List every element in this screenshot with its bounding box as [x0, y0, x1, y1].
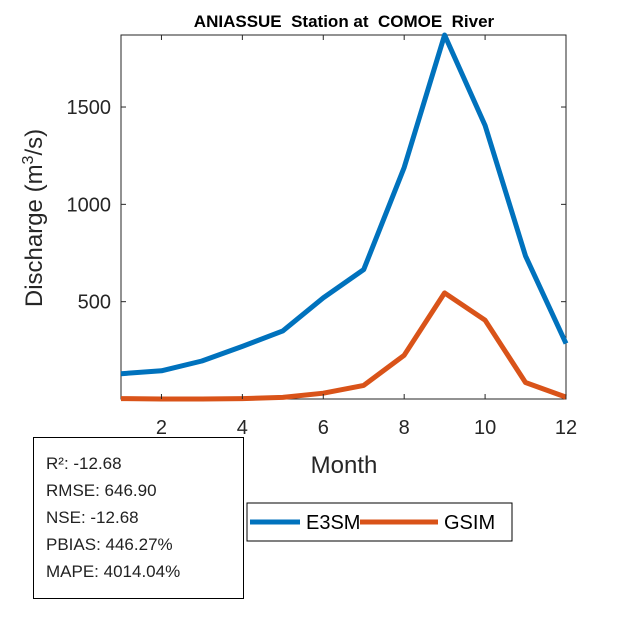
y-axis-label: Discharge (m3/s): [20, 129, 48, 307]
stat-rmse: RMSE: 646.90: [46, 481, 157, 500]
legend-label-gsim: GSIM: [444, 512, 495, 534]
stat-nse: NSE: -12.68: [46, 508, 139, 527]
x-tick-label: 8: [399, 417, 410, 439]
x-tick-label: 4: [237, 417, 248, 439]
y-axis-label-superscript: 3: [20, 155, 37, 164]
metrics-box: R²: -12.68 RMSE: 646.90 NSE: -12.68 PBIA…: [33, 437, 244, 599]
legend: E3SM GSIM: [246, 502, 513, 542]
series-line-e3sm: [120, 32, 569, 377]
stat-pbias: PBIAS: 446.27%: [46, 535, 173, 554]
chart-title: ANIASSUE Station at COMOE River: [194, 12, 495, 31]
legend-label-e3sm: E3SM: [306, 512, 360, 534]
stat-r2: R²: -12.68: [46, 454, 122, 473]
y-tick-label: 500: [78, 292, 111, 314]
series-line-gsim: [120, 290, 567, 402]
x-tick-label: 10: [474, 417, 496, 439]
stat-mape: MAPE: 4014.04%: [46, 562, 181, 581]
x-tick-label: 6: [318, 417, 329, 439]
axes-box: [120, 34, 567, 400]
y-tick-label: 1000: [67, 194, 112, 216]
x-axis-label: Month: [311, 452, 378, 479]
x-tick-label: 12: [555, 417, 577, 439]
x-tick-label: 2: [156, 417, 167, 439]
y-tick-label: 1500: [67, 97, 112, 119]
